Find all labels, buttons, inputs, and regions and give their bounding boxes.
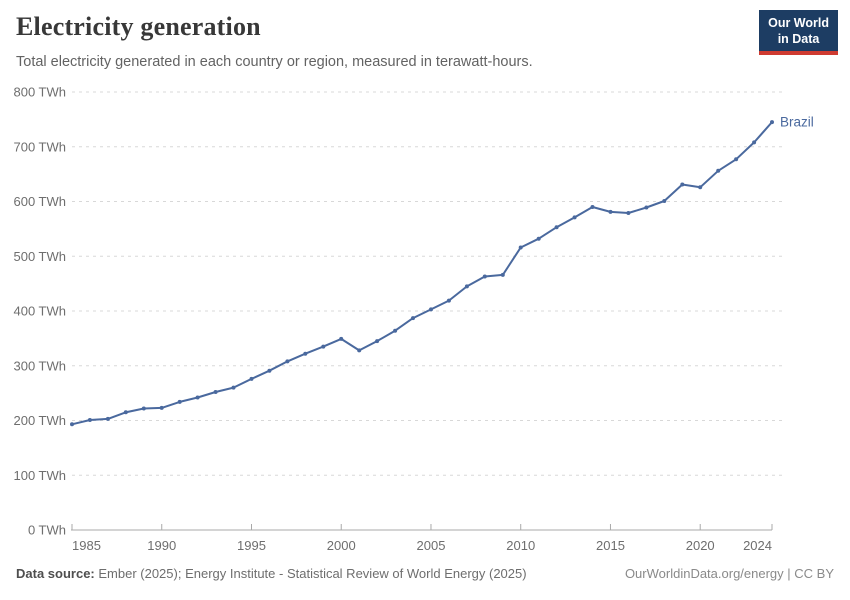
data-point xyxy=(464,284,469,289)
y-axis-label: 100 TWh xyxy=(13,468,66,483)
data-point xyxy=(321,344,326,349)
data-point xyxy=(608,209,613,214)
data-series-line xyxy=(71,121,773,426)
data-point xyxy=(177,399,182,404)
y-axis-label: 600 TWh xyxy=(13,194,66,209)
x-axis-label: 2000 xyxy=(327,538,356,553)
data-point xyxy=(141,406,146,411)
line-chart: 0 TWh 100 TWh 200 TWh 300 TWh 400 TWh 500 TWh… xyxy=(0,80,850,558)
owid-logo-line2: in Data xyxy=(777,32,820,46)
data-point xyxy=(159,405,164,410)
x-axis-label: 2015 xyxy=(596,538,625,553)
data-point xyxy=(267,368,272,373)
page-title: Electricity generation xyxy=(16,12,261,41)
owid-logo: Our World in Data xyxy=(759,10,838,55)
data-point xyxy=(303,351,308,356)
data-point xyxy=(482,274,487,279)
data-point xyxy=(680,182,685,187)
data-point xyxy=(339,336,344,341)
y-axis-label: 0 TWh xyxy=(28,523,66,538)
data-point xyxy=(752,140,757,145)
y-axis-label: 200 TWh xyxy=(13,413,66,428)
data-point xyxy=(231,385,236,390)
data-point xyxy=(572,215,577,220)
data-point xyxy=(698,185,703,190)
data-point xyxy=(105,416,110,421)
data-source-text: Ember (2025); Energy Institute - Statist… xyxy=(94,566,527,581)
y-axis-label: 500 TWh xyxy=(13,249,66,264)
attribution-url: OurWorldinData.org/energy | CC BY xyxy=(624,566,834,581)
data-point xyxy=(518,245,523,250)
data-point xyxy=(213,390,218,394)
data-point xyxy=(393,328,398,333)
data-point xyxy=(70,422,74,427)
x-axis-label: 2024 xyxy=(743,538,772,553)
data-point xyxy=(195,395,200,400)
data-point xyxy=(285,359,290,364)
data-point xyxy=(375,339,380,344)
data-point xyxy=(554,225,559,230)
data-point xyxy=(357,348,362,353)
x-axis-label: 2005 xyxy=(417,538,446,553)
data-point xyxy=(411,316,415,321)
data-point xyxy=(644,205,649,210)
y-axis-label: 300 TWh xyxy=(13,358,66,373)
data-point xyxy=(87,418,92,422)
data-point xyxy=(770,120,774,125)
y-axis-label: 400 TWh xyxy=(13,304,66,319)
x-axis-label: 2010 xyxy=(506,538,535,553)
x-axis-label: 1985 xyxy=(72,538,101,553)
data-point xyxy=(626,211,631,215)
y-axis-label: 800 TWh xyxy=(13,85,66,100)
x-axis-label: 1990 xyxy=(147,538,176,553)
data-point xyxy=(249,376,254,381)
data-point xyxy=(590,205,595,209)
owid-logo-line1: Our World xyxy=(768,16,829,30)
data-point xyxy=(500,272,505,277)
x-axis-label: 2020 xyxy=(686,538,715,553)
data-source-note: Data source: Ember (2025); Energy Instit… xyxy=(16,566,527,581)
series-end-label: Brazil xyxy=(780,115,814,130)
chart-canvas: 0 TWh 100 TWh 200 TWh 300 TWh 400 TWh 500 TWh… xyxy=(13,85,814,554)
data-point xyxy=(446,298,451,303)
chart-subtitle: Total electricity generated in each coun… xyxy=(16,54,533,70)
data-source-label: Data source: xyxy=(16,566,95,581)
data-point xyxy=(716,168,721,173)
data-point xyxy=(734,157,739,162)
data-point xyxy=(123,410,128,415)
y-axis-label: 700 TWh xyxy=(13,139,66,154)
data-point xyxy=(662,199,667,203)
x-axis-label: 1995 xyxy=(237,538,266,553)
data-point xyxy=(429,307,433,312)
chart-footer: Data source: Ember (2025); Energy Instit… xyxy=(16,566,834,581)
data-point xyxy=(536,236,541,241)
